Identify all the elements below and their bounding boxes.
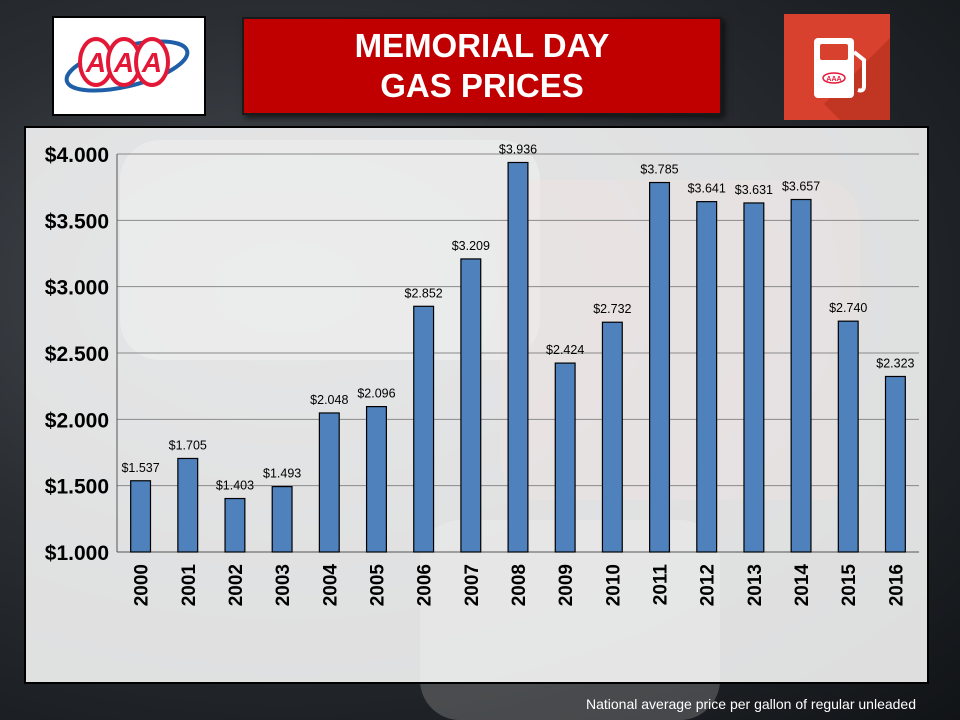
data-label: $2.732	[593, 302, 631, 316]
x-tick-label: 2011	[651, 564, 672, 606]
y-tick-label: $2.500	[45, 343, 109, 366]
x-tick-label: 2015	[839, 564, 860, 607]
footnote: National average price per gallon of reg…	[586, 696, 916, 712]
data-label: $2.096	[357, 387, 395, 401]
x-tick-label: 2014	[792, 564, 813, 607]
bar	[696, 201, 718, 553]
x-tick-label: 2006	[415, 564, 436, 606]
x-tick-label: 2016	[886, 564, 907, 606]
bar	[318, 412, 340, 553]
x-tick-label: 2007	[462, 564, 483, 606]
x-tick-label: 2012	[698, 564, 719, 606]
aaa-logo-letter: A	[113, 47, 134, 78]
bar	[743, 202, 765, 553]
data-label: $3.936	[499, 142, 537, 156]
data-label: $1.537	[121, 461, 159, 475]
pump-logo-text: AAA	[826, 76, 841, 83]
bar	[837, 320, 859, 553]
x-tick-label: 2008	[509, 564, 530, 606]
bar	[224, 497, 246, 553]
data-label: $3.641	[688, 182, 726, 196]
bar-chart: $1.000 $1.500 $2.000 $2.500 $3.000 $3.500 $4.0…	[45, 142, 919, 607]
bar	[884, 375, 906, 553]
x-tick-label: 2009	[556, 564, 577, 606]
data-label: $3.657	[782, 180, 820, 194]
bar	[554, 362, 576, 553]
gas-pump-icon: AAA	[814, 38, 890, 120]
x-tick-label: 2003	[273, 564, 294, 606]
data-label: $2.323	[876, 356, 914, 370]
aaa-logo-graphic: A A A	[64, 37, 190, 93]
data-label: $2.740	[829, 301, 867, 315]
y-tick-label: $1.500	[45, 476, 109, 499]
bar	[177, 457, 199, 553]
page-title: MEMORIAL DAY GAS PRICES	[242, 17, 722, 115]
data-label: $1.493	[263, 467, 301, 481]
bar	[507, 161, 529, 553]
bar	[365, 405, 387, 553]
x-tick-label: 2005	[367, 564, 388, 607]
gas-pump-icon-tile: AAA	[784, 14, 890, 120]
aaa-logo-letter: A	[141, 47, 162, 78]
data-label: $3.209	[452, 239, 490, 253]
data-label: $3.785	[640, 163, 678, 177]
data-label: $1.705	[169, 438, 207, 452]
title-line-1: MEMORIAL DAY	[354, 27, 610, 64]
data-label: $2.852	[405, 286, 443, 300]
y-tick-label: $4.000	[45, 144, 109, 167]
x-tick-label: 2004	[320, 564, 341, 607]
x-tick-label: 2013	[745, 564, 766, 606]
y-tick-label: $3.000	[45, 277, 109, 300]
aaa-logo-letter: A	[85, 47, 106, 78]
bar	[790, 198, 812, 553]
aaa-logo: A A A	[52, 16, 206, 116]
x-tick-label: 2002	[226, 564, 247, 606]
bar	[413, 305, 435, 553]
data-label: $2.424	[546, 343, 584, 357]
bar	[271, 485, 293, 553]
data-label: $2.048	[310, 393, 348, 407]
bar	[601, 321, 623, 553]
x-tick-label: 2001	[179, 564, 200, 607]
bar	[460, 258, 482, 553]
x-tick-label: 2000	[132, 564, 153, 606]
bar	[649, 181, 671, 553]
bar	[130, 480, 152, 553]
y-tick-label: $1.000	[45, 542, 109, 565]
chart-panel: $1.000 $1.500 $2.000 $2.500 $3.000 $3.500 $4.0…	[24, 126, 929, 684]
data-label: $1.403	[216, 479, 254, 493]
data-label: $3.631	[735, 183, 773, 197]
y-tick-label: $3.500	[45, 210, 109, 233]
y-tick-label: $2.000	[45, 409, 109, 432]
x-tick-label: 2010	[603, 564, 624, 606]
title-line-2: GAS PRICES	[380, 67, 584, 104]
